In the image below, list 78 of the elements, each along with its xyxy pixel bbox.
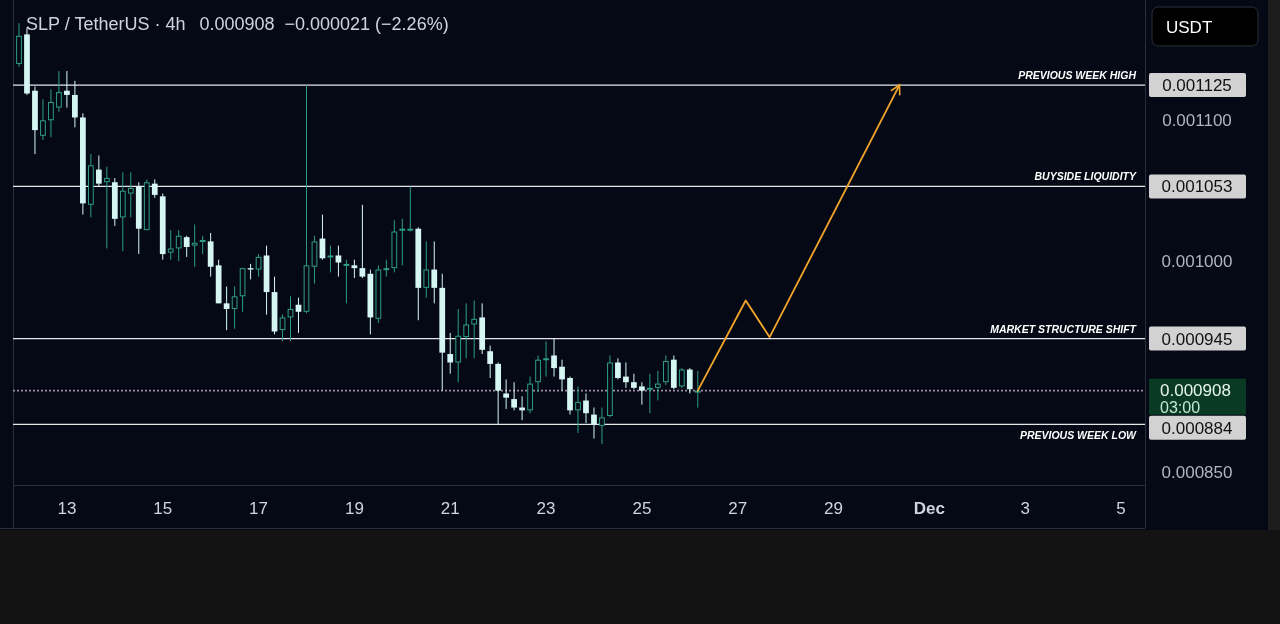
x-tick-label: 5: [1116, 499, 1126, 518]
candlestick: [183, 235, 190, 258]
candlestick: [343, 259, 350, 304]
candlestick: [327, 245, 334, 273]
candlestick: [431, 240, 438, 304]
candlestick: [591, 407, 597, 440]
candlestick: [503, 378, 509, 410]
candlestick: [543, 340, 549, 378]
y-axis-title: USDT: [1166, 18, 1213, 37]
candlestick: [615, 357, 621, 380]
x-tick-label: 25: [632, 499, 652, 518]
candlestick: [175, 229, 182, 262]
x-tick-label: 21: [440, 499, 460, 518]
candlestick: [662, 354, 669, 386]
x-tick-label: 19: [344, 499, 364, 518]
candlestick: [551, 338, 557, 378]
candlestick: [471, 300, 478, 359]
x-tick-label: 15: [153, 499, 173, 518]
candlestick: [583, 392, 589, 424]
y-tick-label: 0.000850: [1161, 463, 1233, 483]
candlestick: [127, 171, 134, 218]
ref-line-label: PREVIOUS WEEK HIGH: [1018, 69, 1137, 82]
candlestick: [151, 178, 158, 199]
candlestick: [223, 285, 230, 331]
text: SLP / TetherUS · 4h: [26, 14, 186, 34]
candlestick: [694, 370, 701, 409]
candlestick: [447, 332, 454, 375]
candlestick: [623, 361, 629, 389]
candlestick: [463, 302, 470, 359]
candlestick: [559, 359, 565, 392]
candlestick: [231, 285, 238, 330]
candlestick: [72, 80, 78, 128]
ref-line-label: 03:00: [1160, 398, 1201, 416]
candlestick: [487, 345, 494, 379]
y-tick-label: 0.001100: [1162, 111, 1232, 131]
x-tick-label: 29: [824, 499, 844, 518]
y-tick-label: 0.001125: [1162, 76, 1232, 96]
candlestick: [686, 367, 693, 394]
y-tick-label: 0.000908: [1160, 380, 1231, 400]
ref-line-label: MARKET STRUCTURE SHIFT: [990, 322, 1138, 335]
candlestick: [631, 373, 637, 390]
y-tick-label: 0.000884: [1161, 418, 1233, 438]
candlestick: [654, 370, 661, 402]
ref-line-label: PREVIOUS WEEK LOW: [1019, 429, 1138, 442]
x-tick-label: 27: [728, 499, 748, 518]
candlestick: [599, 407, 605, 445]
candlestick: [167, 229, 174, 261]
candlestick: [255, 253, 262, 278]
candlestick: [56, 70, 62, 113]
candlestick: [48, 88, 54, 138]
candlestick: [359, 204, 366, 279]
y-tick-label: 0.001000: [1161, 252, 1233, 272]
candlestick: [199, 235, 206, 255]
candlestick: [64, 70, 70, 109]
candlestick: [647, 373, 653, 414]
candlestick: [407, 185, 414, 233]
y-tick-label: 0.001053: [1161, 177, 1233, 197]
x-tick-label: 3: [1020, 499, 1030, 518]
candlestick: [399, 218, 406, 266]
candlestick: [335, 245, 342, 278]
x-tick-label: Dec: [913, 499, 945, 518]
candlestick: [423, 240, 430, 299]
candlestick: [535, 354, 541, 393]
x-tick-label: 17: [249, 499, 269, 518]
candlestick: [511, 381, 517, 411]
candlestick: [351, 259, 358, 279]
candlestick: [40, 98, 46, 141]
candlestick: [575, 385, 581, 434]
x-tick-label: 23: [536, 499, 556, 518]
candlestick: [639, 381, 645, 406]
x-tick-label: 13: [57, 499, 77, 518]
candlestick: [103, 166, 110, 249]
ref-line-label: BUYSIDE LIQUIDITY: [1034, 170, 1137, 183]
candlestick: [95, 154, 102, 187]
y-tick-label: 0.000945: [1161, 329, 1233, 349]
text: 0.000908 −0.000021 (−2.26%): [199, 14, 449, 34]
candlestick: [678, 367, 685, 389]
candlestick: [191, 223, 198, 268]
